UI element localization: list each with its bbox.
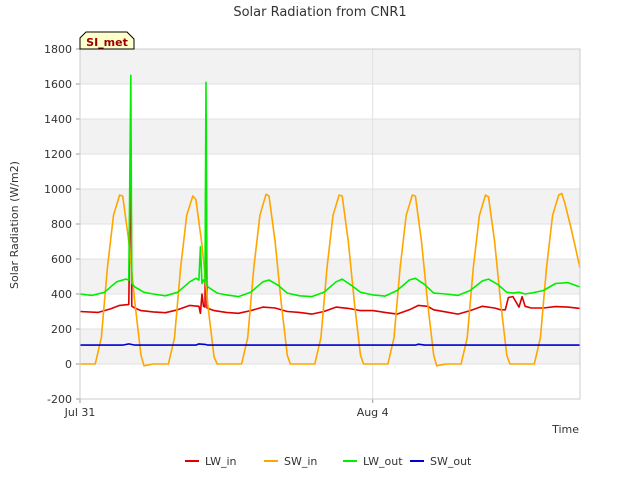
legend-label-sw-out: SW_out [430,455,472,468]
badge-label: SI_met [86,36,128,49]
y-tick-label: -200 [47,393,72,406]
legend-label-lw-in: LW_in [205,455,237,468]
y-tick-label: 800 [51,218,72,231]
x-tick-label: Aug 4 [357,406,389,419]
y-tick-label: 1200 [44,148,72,161]
plot-frame [79,48,581,400]
y-tick-label: 1000 [44,183,72,196]
grid-band [80,49,580,84]
x-axis-ticks: Jul 31 Aug 4 [64,399,389,419]
badge: SI_met [79,31,135,50]
legend-label-lw-out: LW_out [363,455,403,468]
grid-band [80,84,580,119]
series-lines [79,74,581,367]
grid-band [80,329,580,364]
legend: LW_in SW_in LW_out SW_out [185,455,472,468]
y-tick-label: 200 [51,323,72,336]
series-line-sw-out [80,343,580,346]
series-line-lw-out [79,74,581,298]
legend-label-sw-in: SW_in [284,455,317,468]
y-tick-label: 400 [51,288,72,301]
x-axis-label: Time [551,423,579,436]
y-axis-label: Solar Radiation (W/m2) [8,161,21,289]
badge-shape [79,31,135,50]
grid-band [80,364,580,399]
grid-band [80,119,580,154]
y-tick-label: 1600 [44,78,72,91]
grid-band [80,154,580,189]
grid-band [80,189,580,224]
y-tick-label: 1400 [44,113,72,126]
grid-band [80,259,580,294]
series-line-sw-in [80,192,581,367]
series-line-lw-in [79,141,581,315]
y-tick-label: 600 [51,253,72,266]
y-axis-ticks: -200 0 200 400 600 800 1000 1200 1400 1600 1800 [44,43,80,406]
x-tick-label: Jul 31 [64,406,96,419]
y-tick-label: 1800 [44,43,72,56]
chart-title: Solar Radiation from CNR1 [233,5,406,20]
y-tick-label: 0 [65,358,72,371]
grid-band [80,294,580,329]
